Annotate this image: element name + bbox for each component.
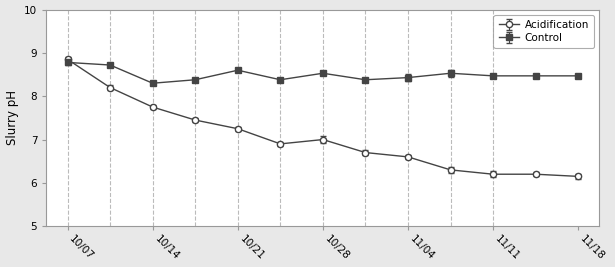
Y-axis label: Slurry pH: Slurry pH	[6, 91, 18, 146]
Legend: Acidification, Control: Acidification, Control	[493, 15, 594, 48]
